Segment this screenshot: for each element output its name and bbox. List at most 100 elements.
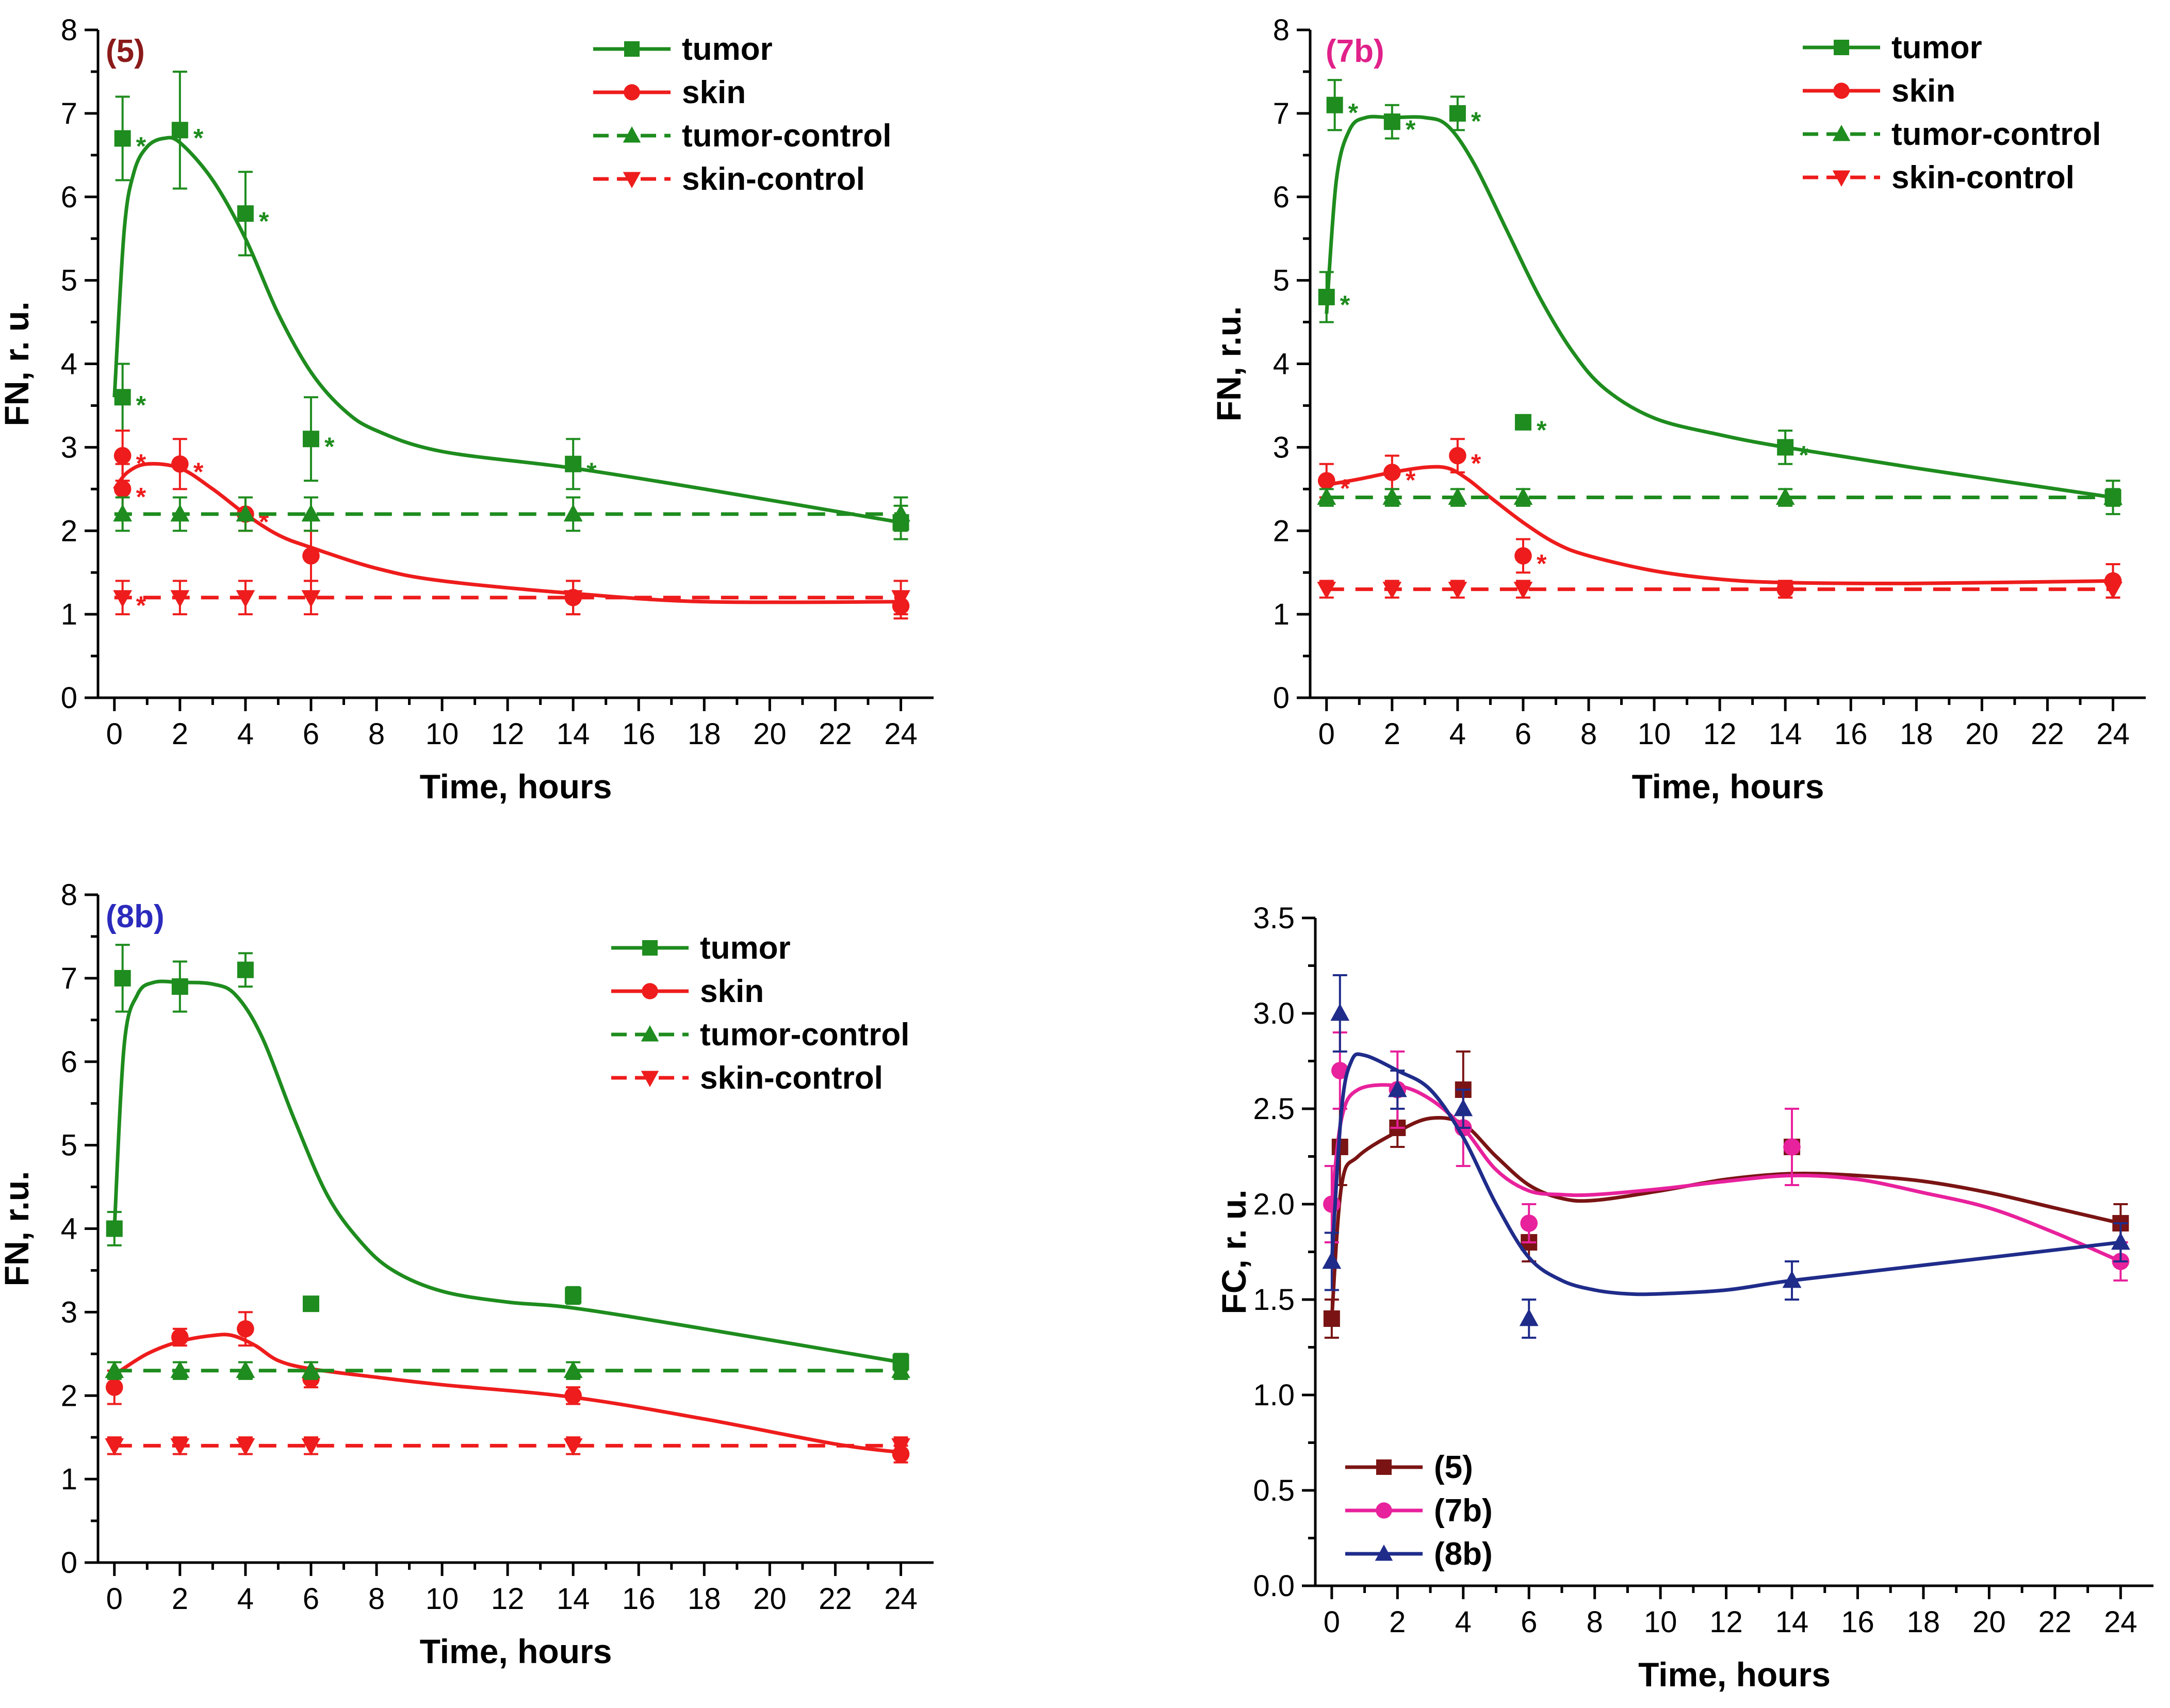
data-point (1513, 487, 1533, 505)
x-tick-label: 4 (1455, 1605, 1472, 1639)
legend-label: (8b) (1434, 1536, 1493, 1572)
data-point (1382, 582, 1402, 599)
y-tick-label: 0.5 (1253, 1474, 1295, 1507)
data-point (236, 1360, 255, 1378)
data-point (171, 122, 188, 139)
y-tick-label: 6 (61, 180, 77, 214)
data-point (563, 504, 583, 522)
significance-star: * (1406, 466, 1416, 495)
legend-label: skin-control (700, 1060, 883, 1096)
x-tick-label: 16 (1841, 1605, 1874, 1639)
fit-line (1330, 1052, 2121, 1296)
y-tick-label: 3.0 (1253, 997, 1295, 1030)
x-tick-label: 16 (1834, 717, 1868, 751)
fit-line (112, 136, 902, 524)
significance-star: * (136, 449, 146, 478)
y-tick-label: 6 (61, 1045, 77, 1079)
y-tick-label: 2 (61, 1379, 77, 1413)
x-tick-label: 20 (1965, 717, 1999, 751)
y-tick-label: 8 (1273, 13, 1290, 47)
data-point (236, 590, 255, 607)
legend: tumor skin tumor-control skin-control (593, 31, 891, 197)
x-tick-label: 18 (1907, 1605, 1940, 1639)
x-tick-label: 10 (426, 1582, 459, 1616)
significance-star: * (136, 482, 146, 511)
y-tick-label: 2 (61, 514, 77, 548)
x-tick-label: 20 (753, 1582, 787, 1616)
data-point (105, 1360, 124, 1378)
x-tick-label: 8 (368, 1582, 385, 1616)
panel-title: (7b) (1326, 34, 1384, 69)
x-tick-label: 2 (172, 1582, 188, 1616)
series-skin-control (1317, 580, 2123, 599)
data-point (1383, 464, 1401, 481)
data-point (2111, 1232, 2130, 1250)
significance-star: * (1471, 449, 1481, 478)
series-tumor-control (105, 1360, 910, 1380)
data-point (114, 970, 131, 987)
y-axis-title: FN, r.u. (1210, 306, 1248, 422)
legend-marker (1376, 1459, 1392, 1475)
x-tick-label: 24 (2104, 1605, 2138, 1639)
data-point (564, 1387, 582, 1405)
data-point (1449, 447, 1466, 465)
y-tick-label: 0.0 (1253, 1569, 1295, 1603)
legend: tumor skin tumor-control skin-control (611, 930, 909, 1096)
panel-fc: 0 2 4 6 8 10 12 14 16 18 20 22 240.00.51.01.52.02.53… (1215, 901, 2153, 1694)
y-tick-label: 0 (61, 681, 77, 715)
fit-line (1325, 114, 2114, 499)
significance-star: * (1537, 416, 1547, 445)
data-point (106, 1220, 123, 1237)
data-point (170, 504, 190, 522)
x-tick-label: 0 (1324, 1605, 1340, 1639)
data-point (1383, 113, 1400, 130)
x-tick-label: 6 (1521, 1605, 1537, 1639)
data-point (236, 1438, 255, 1456)
data-point (1317, 487, 1336, 505)
legend-marker (624, 84, 640, 101)
data-point (891, 504, 910, 522)
legend-label: skin (1891, 73, 1955, 109)
fit-line (113, 1333, 901, 1454)
legend-marker (1832, 170, 1851, 187)
significance-star: * (586, 457, 597, 486)
y-tick-label: 7 (61, 97, 77, 130)
x-axis-title: Time, hours (1638, 1655, 1831, 1694)
data-point (1382, 487, 1402, 505)
data-point (1330, 1003, 1350, 1021)
x-tick-label: 14 (1769, 717, 1802, 751)
x-tick-label: 14 (557, 1582, 590, 1616)
legend-marker (1834, 40, 1849, 55)
x-tick-label: 18 (688, 717, 721, 751)
legend-label: skin (700, 974, 764, 1009)
data-point (563, 590, 583, 607)
x-tick-label: 10 (1638, 717, 1671, 751)
data-point (113, 447, 132, 465)
significance-star: * (1348, 98, 1359, 127)
data-point (113, 480, 132, 498)
x-tick-label: 14 (1775, 1605, 1809, 1639)
legend-marker (1376, 1502, 1392, 1519)
x-tick-label: 20 (1972, 1605, 2006, 1639)
data-point (302, 431, 319, 448)
data-point (1388, 1079, 1407, 1097)
legend-marker (623, 126, 641, 143)
y-axis-title: FC, r. u. (1215, 1189, 1253, 1314)
data-point (236, 504, 255, 522)
data-point (1323, 1195, 1341, 1213)
data-point (113, 504, 133, 522)
legend-label: (7b) (1434, 1493, 1493, 1529)
panel-title: (5) (106, 34, 145, 69)
data-point (1519, 1308, 1539, 1326)
legend-label: tumor-control (682, 118, 891, 154)
legend-marker (624, 41, 640, 57)
data-point (565, 455, 582, 472)
significance-star: * (136, 390, 146, 419)
data-point (301, 504, 321, 522)
data-point (891, 1360, 910, 1378)
significance-star: * (193, 123, 204, 152)
legend-marker (641, 1025, 659, 1042)
legend-marker (642, 940, 658, 956)
significance-star: * (259, 507, 269, 536)
